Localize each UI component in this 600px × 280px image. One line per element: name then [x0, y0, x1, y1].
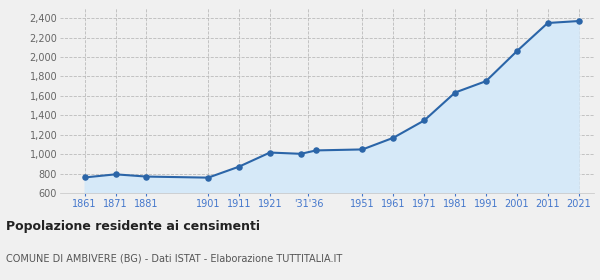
Point: [142, 174, 151, 179]
Point: [358, 147, 367, 152]
Point: [265, 150, 275, 155]
Point: [111, 172, 121, 177]
Point: [296, 151, 305, 156]
Point: [311, 148, 321, 153]
Point: [203, 175, 213, 180]
Point: [234, 164, 244, 169]
Point: [481, 79, 491, 83]
Text: Popolazione residente ai censimenti: Popolazione residente ai censimenti: [6, 220, 260, 233]
Point: [419, 118, 429, 123]
Point: [389, 136, 398, 140]
Point: [574, 19, 583, 23]
Point: [543, 21, 553, 25]
Point: [450, 90, 460, 95]
Point: [512, 49, 521, 53]
Point: [80, 175, 89, 180]
Text: COMUNE DI AMBIVERE (BG) - Dati ISTAT - Elaborazione TUTTITALIA.IT: COMUNE DI AMBIVERE (BG) - Dati ISTAT - E…: [6, 253, 342, 263]
